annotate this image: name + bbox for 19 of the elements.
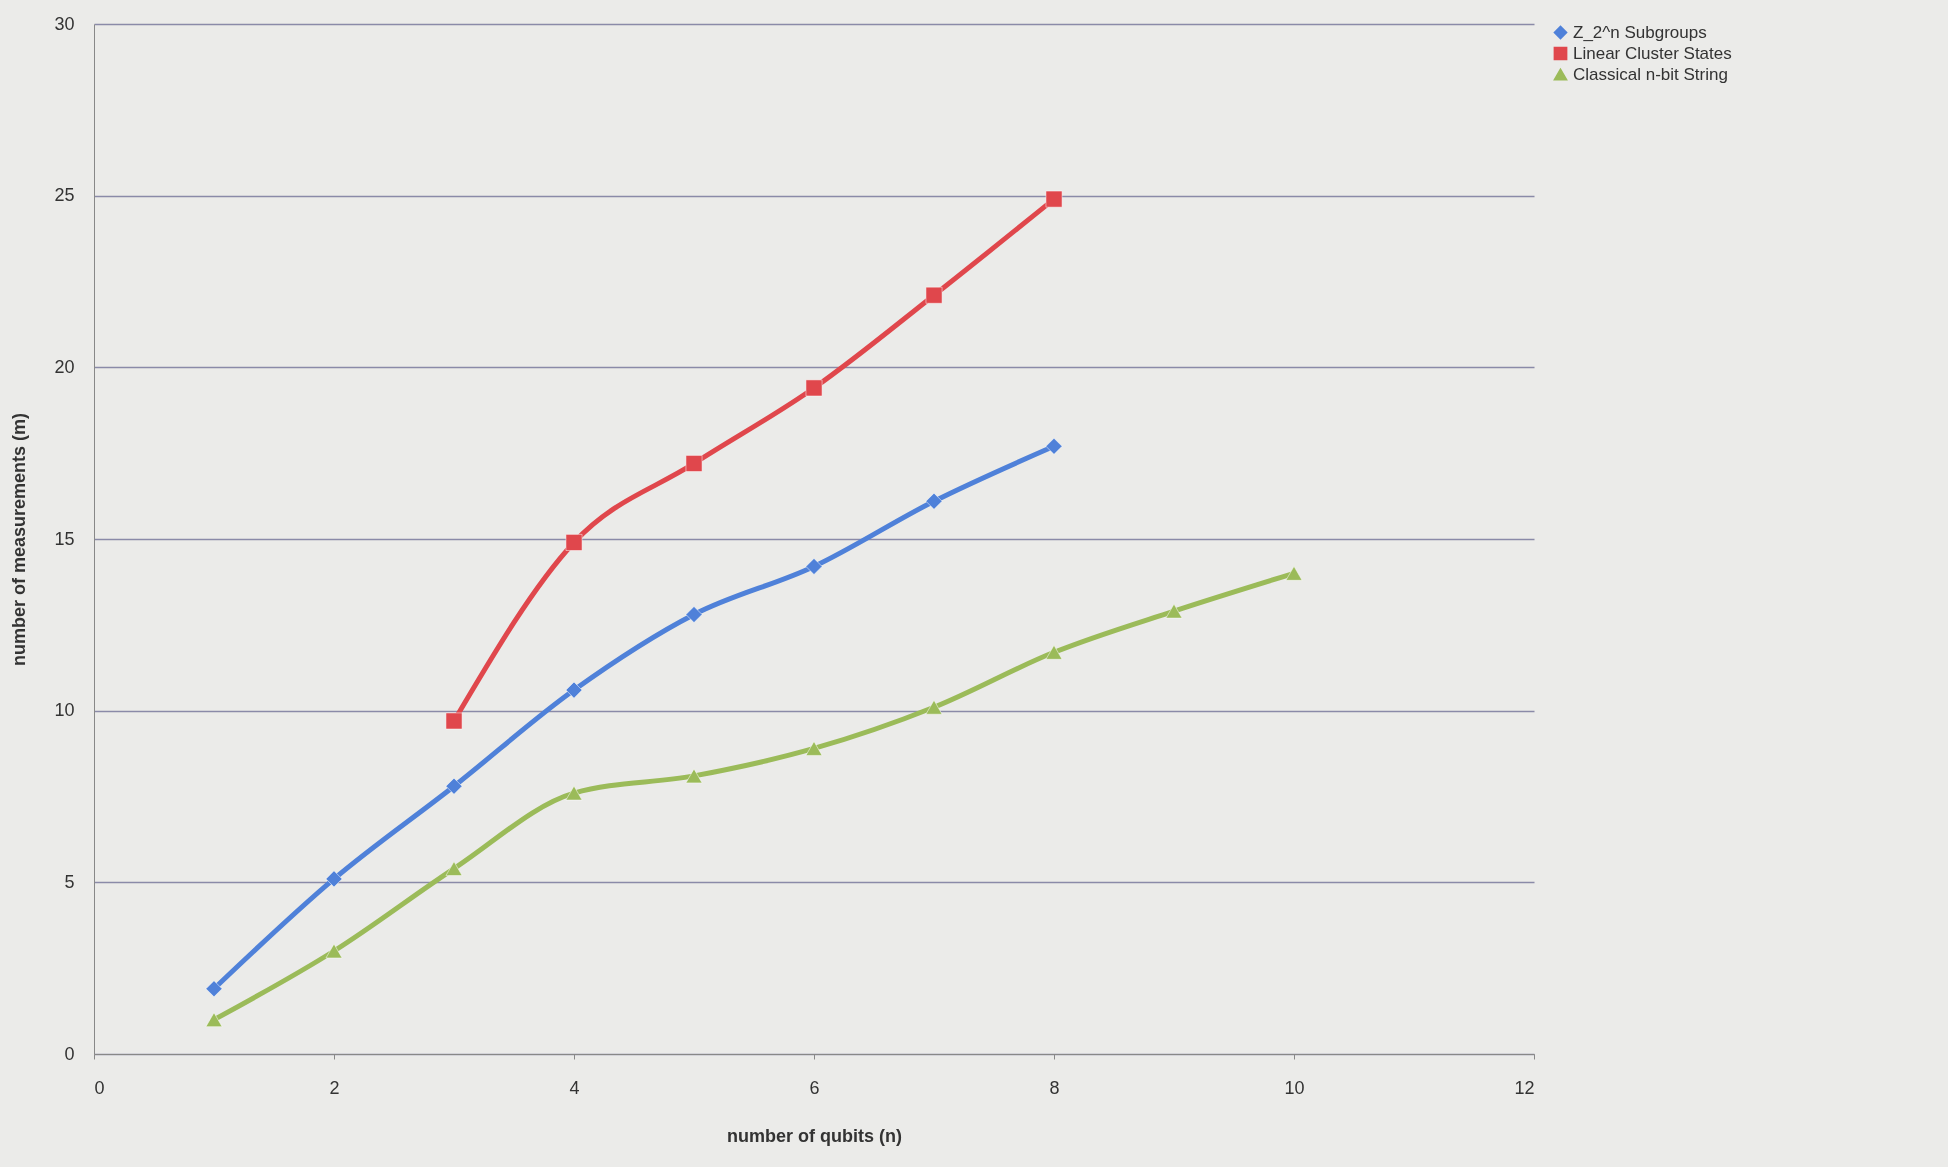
x-tick-label: 4 — [569, 1077, 580, 1098]
x-tick-label: 12 — [1514, 1077, 1535, 1098]
y-tick-label: 5 — [64, 871, 75, 892]
legend-label: Classical n-bit String — [1573, 64, 1728, 84]
x-tick-label: 8 — [1049, 1077, 1060, 1098]
y-tick-label: 0 — [64, 1043, 75, 1064]
legend-label: Z_2^n Subgroups — [1573, 22, 1707, 42]
y-axis-title: number of measurements (m) — [9, 412, 30, 667]
y-tick-label: 30 — [54, 13, 75, 34]
x-axis-title: number of qubits (n) — [727, 1125, 902, 1146]
x-tick-label: 6 — [809, 1077, 820, 1098]
legend-label: Linear Cluster States — [1573, 43, 1732, 63]
x-tick-label: 2 — [329, 1077, 340, 1098]
x-tick-label: 10 — [1284, 1077, 1305, 1098]
y-tick-label: 10 — [54, 700, 75, 721]
y-tick-label: 20 — [54, 356, 75, 377]
y-tick-label: 25 — [54, 185, 75, 206]
x-tick-label: 0 — [94, 1077, 105, 1098]
y-tick-label: 15 — [54, 528, 75, 549]
